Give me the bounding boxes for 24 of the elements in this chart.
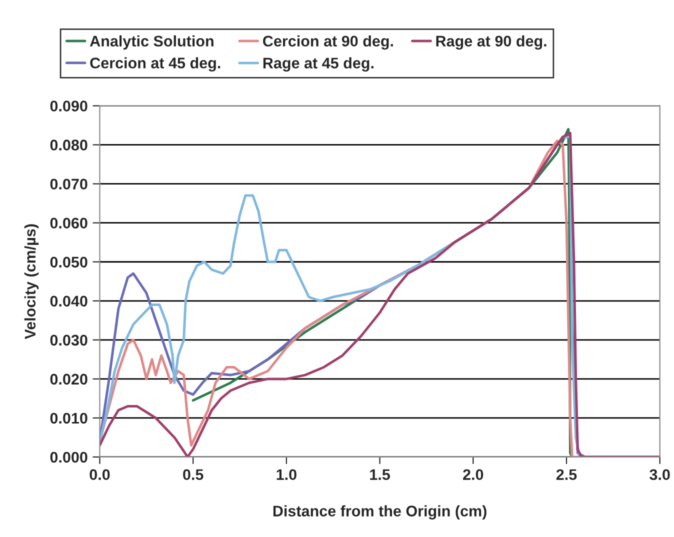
x-tick-label: 3.0 (650, 469, 670, 480)
legend-label: Analytic Solution (90, 35, 214, 50)
x-tick-label: 2.5 (556, 469, 577, 480)
x-tick-label: 1.5 (370, 469, 390, 480)
x-tick-label: 2.0 (463, 469, 484, 480)
y-tick-label: 0.020 (50, 374, 88, 385)
y-tick-label: 0.030 (50, 334, 88, 346)
y-tick-label: 0.010 (50, 412, 88, 424)
x-tick-label: 0.5 (183, 469, 204, 480)
y-tick-label: 0.050 (50, 256, 88, 268)
legend-label: Cercion at 45 deg. (90, 57, 220, 72)
y-tick-label: 0.060 (50, 218, 88, 229)
y-axis-title: Velocity (cm/µs) (24, 224, 39, 340)
x-tick-label: 0.0 (90, 469, 110, 480)
y-tick-label: 0.000 (50, 452, 88, 463)
y-tick-label: 0.090 (50, 100, 88, 112)
y-tick-label: 0.080 (50, 140, 88, 150)
legend-label: Rage at 90 deg. (436, 35, 546, 50)
y-tick-label: 0.040 (50, 296, 88, 307)
x-axis-title: Distance from the Origin (cm) (273, 505, 486, 520)
legend-label: Cercion at 90 deg. (263, 35, 393, 50)
x-tick-label: 1.0 (276, 469, 296, 480)
y-tick-label: 0.070 (50, 178, 88, 190)
legend-label: Rage at 45 deg. (263, 57, 374, 72)
